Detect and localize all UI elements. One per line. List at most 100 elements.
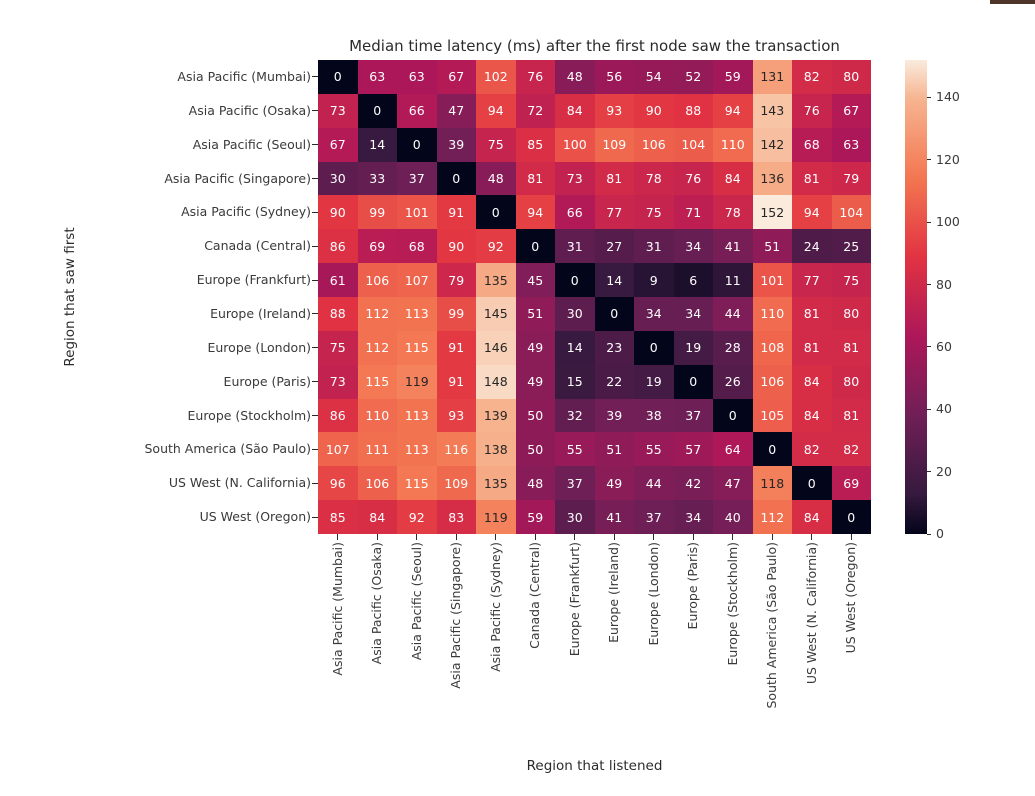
heatmap-cell: 110 bbox=[713, 127, 753, 162]
tick-mark bbox=[495, 534, 497, 540]
heatmap-cell: 101 bbox=[752, 263, 792, 297]
heatmap-cell: 50 bbox=[515, 432, 555, 467]
heatmap-cell: 49 bbox=[594, 466, 634, 501]
heatmap-cell: 0 bbox=[713, 398, 753, 433]
heatmap-cell: 0 bbox=[318, 60, 358, 94]
heatmap-cell: 47 bbox=[436, 93, 476, 128]
heatmap-cell: 69 bbox=[357, 229, 397, 264]
heatmap-cell: 0 bbox=[673, 364, 713, 399]
x-tick-label: Europe (Paris) bbox=[685, 542, 701, 630]
heatmap-cell: 55 bbox=[634, 432, 674, 467]
heatmap-cell: 85 bbox=[515, 127, 555, 162]
tick-mark bbox=[312, 144, 318, 146]
heatmap-cell: 101 bbox=[397, 195, 437, 230]
heatmap-cell: 41 bbox=[594, 500, 634, 534]
heatmap-cell: 34 bbox=[673, 229, 713, 264]
heatmap-cell: 94 bbox=[515, 195, 555, 230]
heatmap-cell: 57 bbox=[673, 432, 713, 467]
tick-mark bbox=[416, 534, 418, 540]
heatmap-cell: 105 bbox=[752, 398, 792, 433]
x-tick-label: Europe (Frankfurt) bbox=[566, 542, 582, 657]
heatmap-cell: 91 bbox=[436, 330, 476, 365]
x-tick-label: Asia Pacific (Osaka) bbox=[369, 542, 385, 665]
heatmap-cell: 99 bbox=[436, 297, 476, 331]
tick-mark bbox=[312, 279, 318, 281]
heatmap-cell: 59 bbox=[515, 500, 555, 534]
heatmap-cell: 94 bbox=[792, 195, 832, 230]
heatmap-cell: 30 bbox=[555, 297, 595, 331]
tick-mark bbox=[312, 211, 318, 213]
tick-mark bbox=[927, 284, 931, 286]
heatmap-cell: 64 bbox=[713, 432, 753, 467]
heatmap-cell: 112 bbox=[357, 330, 397, 365]
x-tick-label: Asia Pacific (Sydney) bbox=[487, 542, 503, 672]
heatmap-cell: 37 bbox=[634, 500, 674, 534]
heatmap-cell: 76 bbox=[515, 60, 555, 94]
heatmap-cell: 26 bbox=[713, 364, 753, 399]
heatmap-cell: 41 bbox=[713, 229, 753, 264]
x-tick-label: Asia Pacific (Mumbai) bbox=[329, 542, 345, 676]
tick-mark bbox=[927, 221, 931, 223]
heatmap-cell: 92 bbox=[397, 500, 437, 534]
y-tick-label: Asia Pacific (Singapore) bbox=[164, 170, 311, 186]
x-tick-label: South America (São Paulo) bbox=[764, 542, 780, 709]
heatmap-cell: 67 bbox=[318, 127, 358, 162]
heatmap-cell: 79 bbox=[436, 263, 476, 297]
chart-title: Median time latency (ms) after the first… bbox=[349, 37, 840, 55]
heatmap-cell: 76 bbox=[673, 161, 713, 196]
tick-mark bbox=[312, 448, 318, 450]
heatmap-cell: 80 bbox=[831, 297, 871, 331]
tick-mark bbox=[312, 178, 318, 179]
y-tick-label: Asia Pacific (Osaka) bbox=[188, 102, 311, 118]
heatmap-cell: 68 bbox=[792, 127, 832, 162]
y-tick-labels: Asia Pacific (Mumbai) Asia Pacific (Osaka… bbox=[0, 60, 312, 534]
tick-mark bbox=[732, 534, 734, 540]
heatmap-cell: 71 bbox=[673, 195, 713, 230]
tick-mark bbox=[653, 534, 655, 540]
heatmap-cell: 30 bbox=[555, 500, 595, 534]
heatmap-grid: 0 63 63 67 102 76 48 56 54 52 59 131 82 80 73 0 66 47 94 72… bbox=[318, 60, 871, 534]
heatmap-cell: 14 bbox=[555, 330, 595, 365]
heatmap-cell: 31 bbox=[555, 229, 595, 264]
heatmap-cell: 145 bbox=[476, 297, 516, 331]
colorbar-tick-label: 0 bbox=[936, 526, 944, 541]
heatmap-cell: 0 bbox=[357, 93, 397, 128]
heatmap-cell: 66 bbox=[397, 93, 437, 128]
heatmap-cell: 37 bbox=[555, 466, 595, 501]
heatmap-cell: 77 bbox=[594, 195, 634, 230]
heatmap-cell: 152 bbox=[752, 195, 792, 230]
heatmap-cell: 44 bbox=[634, 466, 674, 501]
colorbar bbox=[905, 60, 927, 534]
x-tick-label: US West (N. California) bbox=[803, 542, 819, 685]
heatmap-cell: 0 bbox=[436, 161, 476, 196]
heatmap-cell: 139 bbox=[476, 398, 516, 433]
heatmap-cell: 48 bbox=[555, 60, 595, 94]
heatmap-cell: 86 bbox=[318, 229, 358, 264]
heatmap-cell: 104 bbox=[673, 127, 713, 162]
heatmap-cell: 55 bbox=[555, 432, 595, 467]
heatmap-cell: 37 bbox=[397, 161, 437, 196]
heatmap-cell: 39 bbox=[594, 398, 634, 433]
tick-mark bbox=[613, 534, 615, 540]
heatmap-cell: 69 bbox=[831, 466, 871, 501]
heatmap-cell: 37 bbox=[673, 398, 713, 433]
heatmap-cell: 72 bbox=[515, 93, 555, 128]
heatmap-cell: 81 bbox=[792, 161, 832, 196]
heatmap-cell: 81 bbox=[831, 398, 871, 433]
heatmap-cell: 100 bbox=[555, 127, 595, 162]
tick-mark bbox=[850, 534, 852, 540]
heatmap-cell: 48 bbox=[515, 466, 555, 501]
heatmap-cell: 31 bbox=[634, 229, 674, 264]
heatmap-cell: 112 bbox=[752, 500, 792, 534]
heatmap-cell: 73 bbox=[555, 161, 595, 196]
heatmap-cell: 91 bbox=[436, 195, 476, 230]
heatmap-cell: 0 bbox=[594, 297, 634, 331]
x-tick-labels: Asia Pacific (Mumbai) Asia Pacific (Osaka… bbox=[318, 542, 871, 752]
heatmap-cell: 51 bbox=[594, 432, 634, 467]
tick-mark bbox=[771, 534, 773, 540]
tick-mark bbox=[312, 313, 318, 315]
heatmap-cell: 34 bbox=[634, 297, 674, 331]
tick-mark bbox=[927, 408, 931, 410]
heatmap-cell: 28 bbox=[713, 330, 753, 365]
heatmap-cell: 82 bbox=[831, 432, 871, 467]
